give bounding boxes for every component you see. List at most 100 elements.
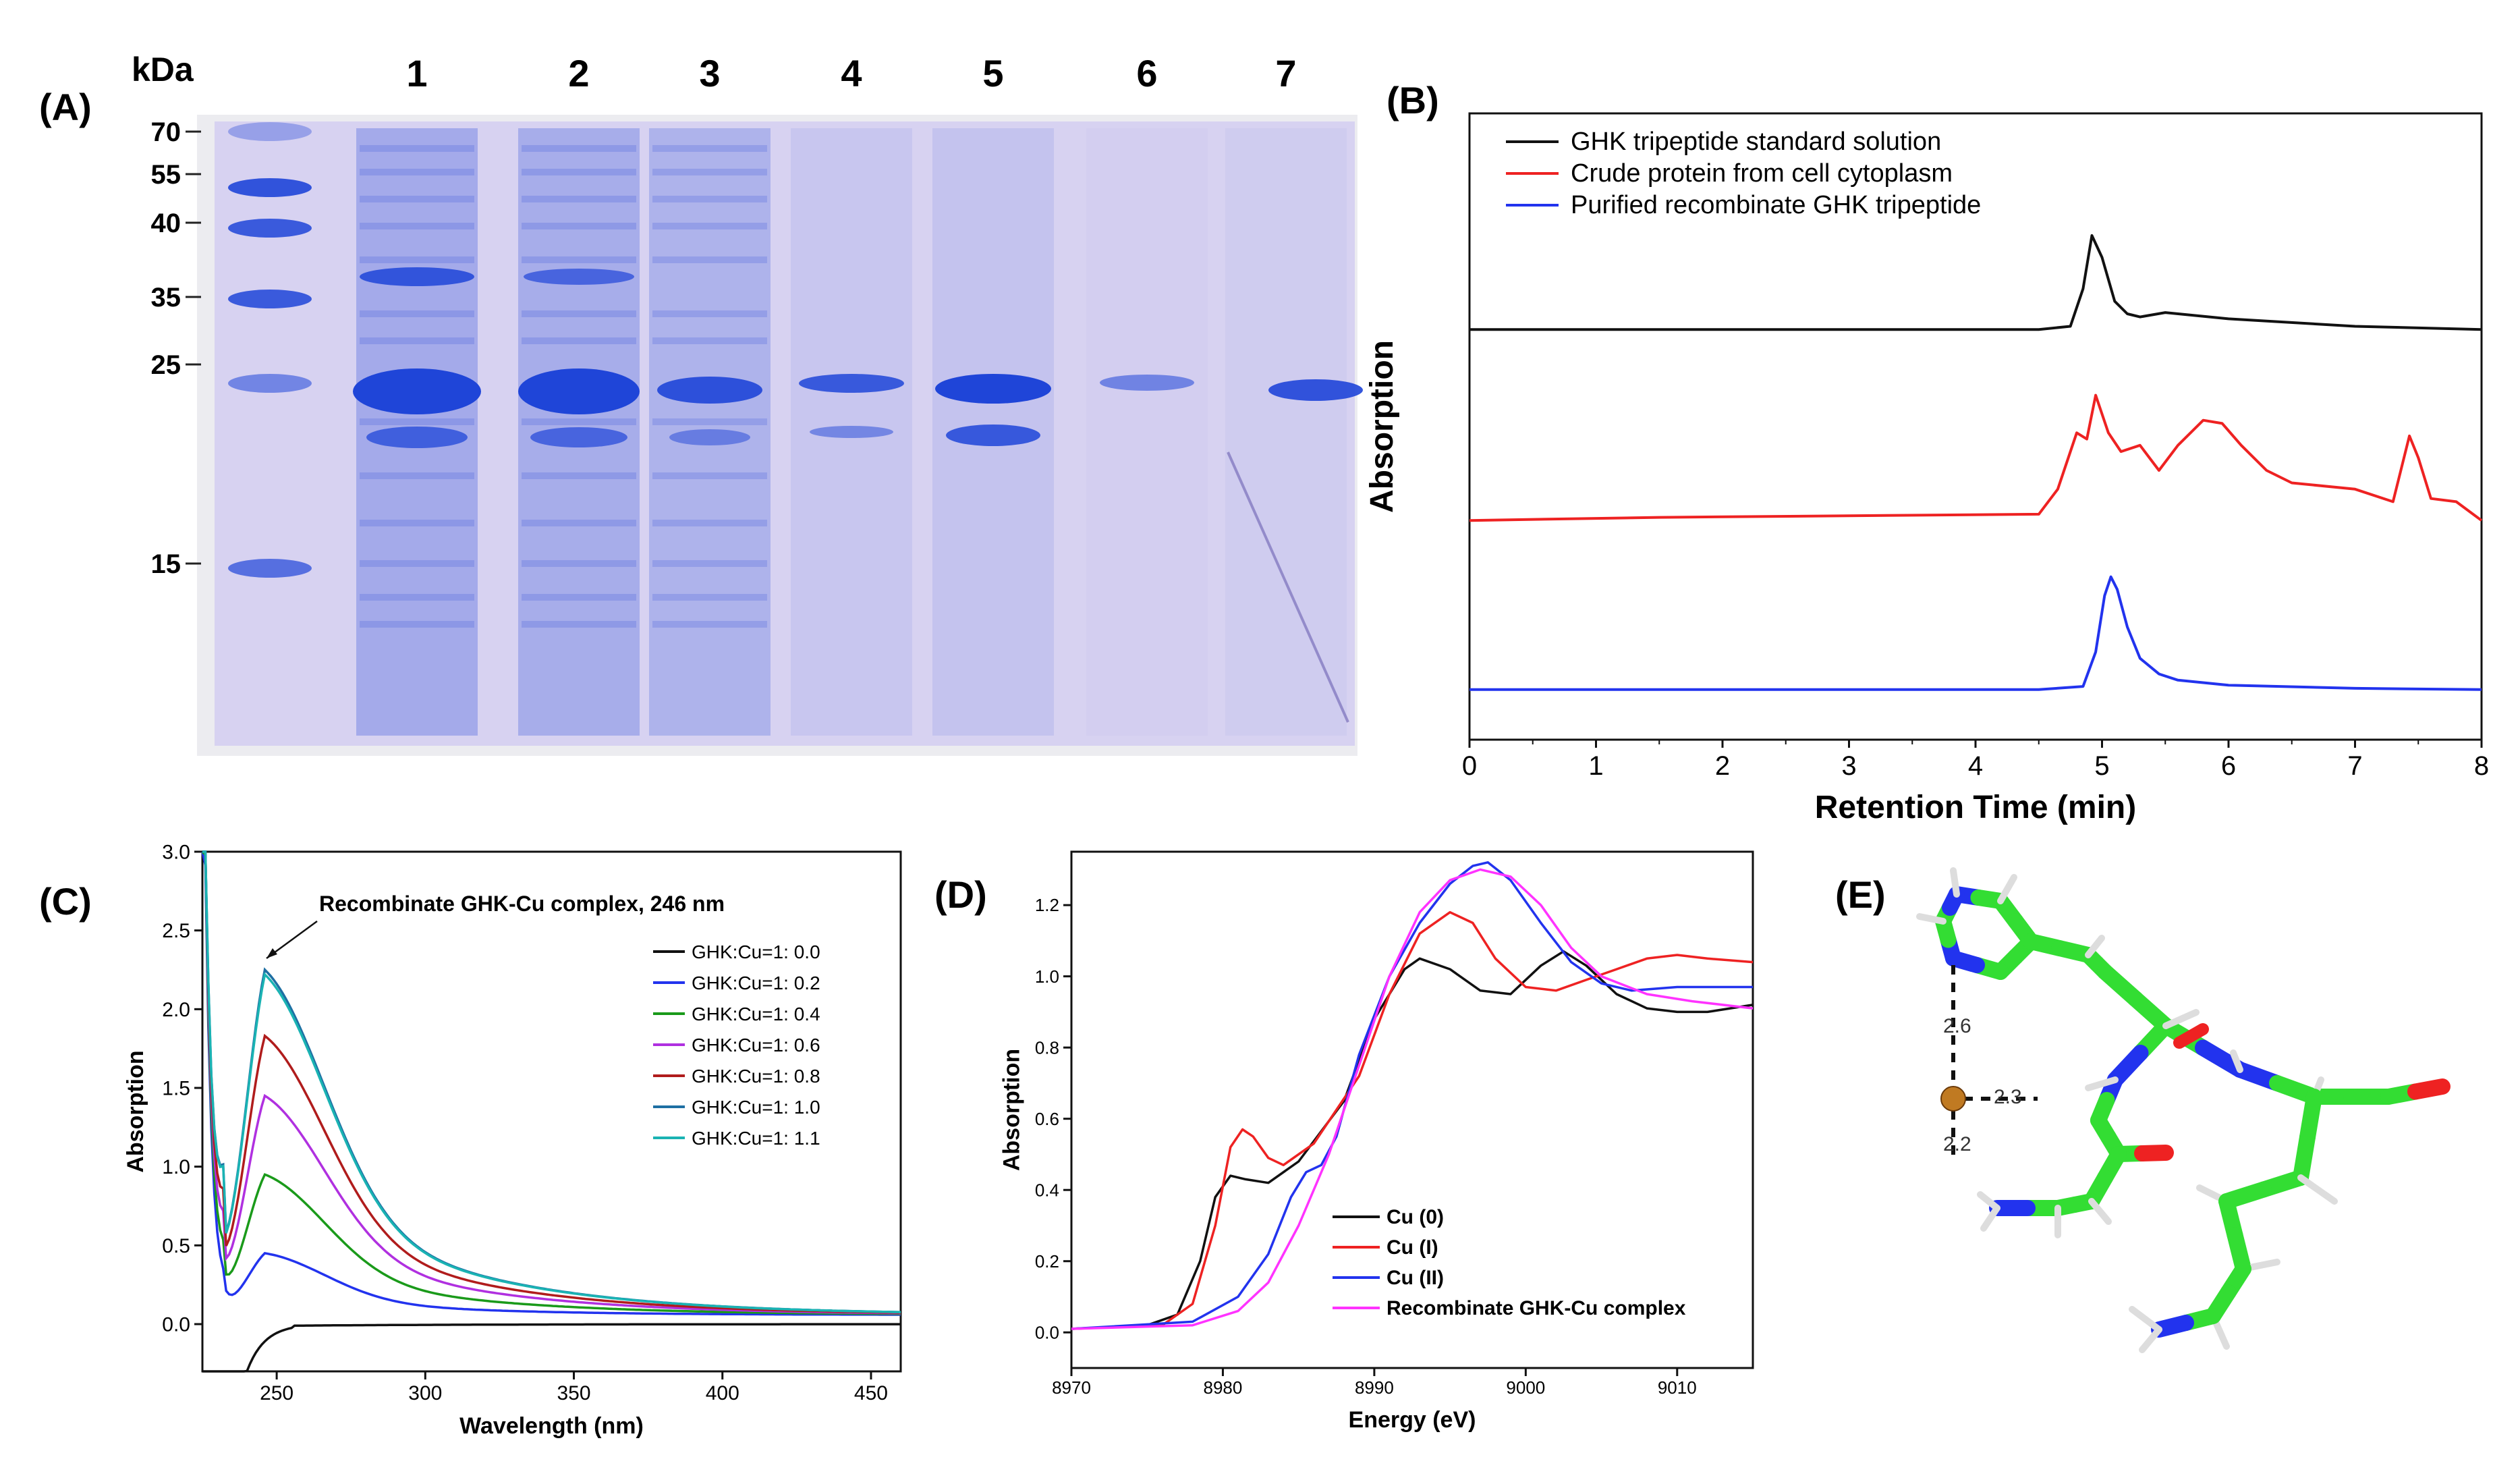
protein-band <box>524 269 634 285</box>
bond-stick <box>2173 1023 2209 1049</box>
series-line <box>202 850 901 1313</box>
protein-band-25kda <box>657 377 762 404</box>
x-tick-label: 9000 <box>1506 1377 1545 1398</box>
protein-band-25kda <box>518 368 640 414</box>
hydrogen-stick <box>1980 1205 2000 1232</box>
protein-band <box>530 427 627 447</box>
panel-a-label: (A) <box>39 86 92 128</box>
lane-label: 2 <box>568 52 589 94</box>
distance-label-2: 2.3 <box>1994 1086 2022 1108</box>
y-tick-label: 0.5 <box>162 1235 190 1257</box>
legend-entry: GHK:Cu=1: 1.1 <box>692 1128 820 1149</box>
marker-label: 25 <box>151 350 181 380</box>
kda-label: kDa <box>132 51 194 88</box>
protein-band-25kda <box>1100 375 1194 391</box>
series-line <box>1071 868 1754 1330</box>
gel-bands <box>228 122 1363 736</box>
x-tick-label: 400 <box>706 1382 739 1404</box>
ladder-band <box>228 374 312 393</box>
hydrogen-stick <box>1916 913 1947 925</box>
protein-band <box>946 425 1040 446</box>
series-line <box>1469 234 2482 331</box>
marker-label: 35 <box>151 283 181 312</box>
gel-scratch <box>1227 451 1349 723</box>
chart-d: 8970 8980 8990 9000 9010 0.0 0.2 0.4 0.6 0.8 1.0 1.… <box>999 850 1754 1433</box>
minor-band <box>652 560 767 567</box>
series-line <box>202 1323 901 1373</box>
x-tick-label: 8970 <box>1052 1377 1091 1398</box>
distance-label-3: 2.2 <box>1943 1133 1971 1155</box>
protein-band-25kda <box>935 374 1051 404</box>
y-axis-label: Absorption <box>1364 340 1400 513</box>
series-line <box>1469 575 2482 691</box>
x-tick-label: 300 <box>408 1382 442 1404</box>
hydrogen-stick <box>2297 1174 2338 1205</box>
minor-band <box>652 418 767 425</box>
series-line <box>201 850 901 1315</box>
ladder-band <box>228 178 312 197</box>
minor-band <box>652 223 767 229</box>
panel-b-label: (B) <box>1387 79 1439 121</box>
x-tick-label: 450 <box>854 1382 888 1404</box>
minor-band <box>360 472 474 479</box>
minor-band <box>522 256 636 263</box>
minor-band <box>652 145 767 152</box>
minor-band <box>522 223 636 229</box>
minor-band <box>522 310 636 317</box>
minor-band <box>652 520 767 526</box>
lane-label: 6 <box>1136 52 1157 94</box>
lane-smear <box>1225 128 1347 736</box>
y-tick-label: 0.0 <box>162 1314 190 1336</box>
plot-frame <box>1070 850 1754 1369</box>
minor-band <box>360 256 474 263</box>
x-tick-label: 4 <box>1968 751 1983 781</box>
series-line <box>1071 910 1754 1330</box>
hydrogen-stick <box>2085 1076 2119 1091</box>
annotation-arrowhead <box>267 948 277 958</box>
minor-band <box>360 145 474 152</box>
x-tick-label: 8990 <box>1355 1377 1394 1398</box>
lane-label: 7 <box>1275 52 1296 94</box>
marker-label: 70 <box>151 117 181 147</box>
minor-band <box>522 169 636 175</box>
minor-band <box>360 621 474 628</box>
x-axis-label: Wavelength (nm) <box>459 1413 644 1439</box>
x-tick-label: 3 <box>1841 751 1856 781</box>
lane-label: 5 <box>982 52 1003 94</box>
ladder-band <box>228 559 312 578</box>
panel-c-label: (C) <box>39 880 92 923</box>
chart-b: 0 1 2 3 4 5 6 7 8 Retention Time (min) Absorption G… <box>1364 112 2489 825</box>
panel-e: (E) 2.6 2.3 2.2 <box>1835 867 2451 1353</box>
minor-band <box>360 196 474 202</box>
lane-label: 1 <box>406 52 427 94</box>
minor-band <box>360 560 474 567</box>
lane-label: 4 <box>841 52 862 94</box>
minor-band <box>522 337 636 344</box>
x-tick-label: 1 <box>1588 751 1603 781</box>
minor-band <box>652 594 767 601</box>
y-tick-label: 0.8 <box>1035 1037 1059 1058</box>
minor-band <box>360 223 474 229</box>
x-tick-label: 5 <box>2094 751 2109 781</box>
legend-entry: GHK tripeptide standard solution <box>1571 128 1941 156</box>
y-tick-label: 1.5 <box>162 1078 190 1100</box>
panel-a: (A) kDa 1 2 3 4 5 6 7 70 55 40 35 25 15 <box>39 51 1363 756</box>
x-tick-label: 8 <box>2474 751 2489 781</box>
legend-entry: Crude protein from cell cytoplasm <box>1571 159 1953 188</box>
x-axis-label: Energy (eV) <box>1349 1407 1476 1433</box>
minor-band <box>652 337 767 344</box>
series-line <box>201 851 901 1316</box>
x-tick-label: 0 <box>1462 751 1477 781</box>
chart-annotation: Recombinate GHK-Cu complex, 246 nm <box>319 892 725 916</box>
legend-entry: Cu (I) <box>1387 1236 1438 1259</box>
panel-c: (C) 250 300 350 400 450 0.0 0.5 1.0 1.5 2.0 2.5 3.0… <box>39 842 902 1439</box>
legend-entry: Cu (0) <box>1387 1206 1444 1228</box>
legend-entry: Cu (II) <box>1387 1267 1444 1289</box>
minor-band <box>652 169 767 175</box>
hydrogen-stick <box>1997 874 2017 904</box>
minor-band <box>652 310 767 317</box>
minor-band <box>652 256 767 263</box>
hydrogen-stick <box>2088 1198 2112 1225</box>
minor-band <box>360 418 474 425</box>
